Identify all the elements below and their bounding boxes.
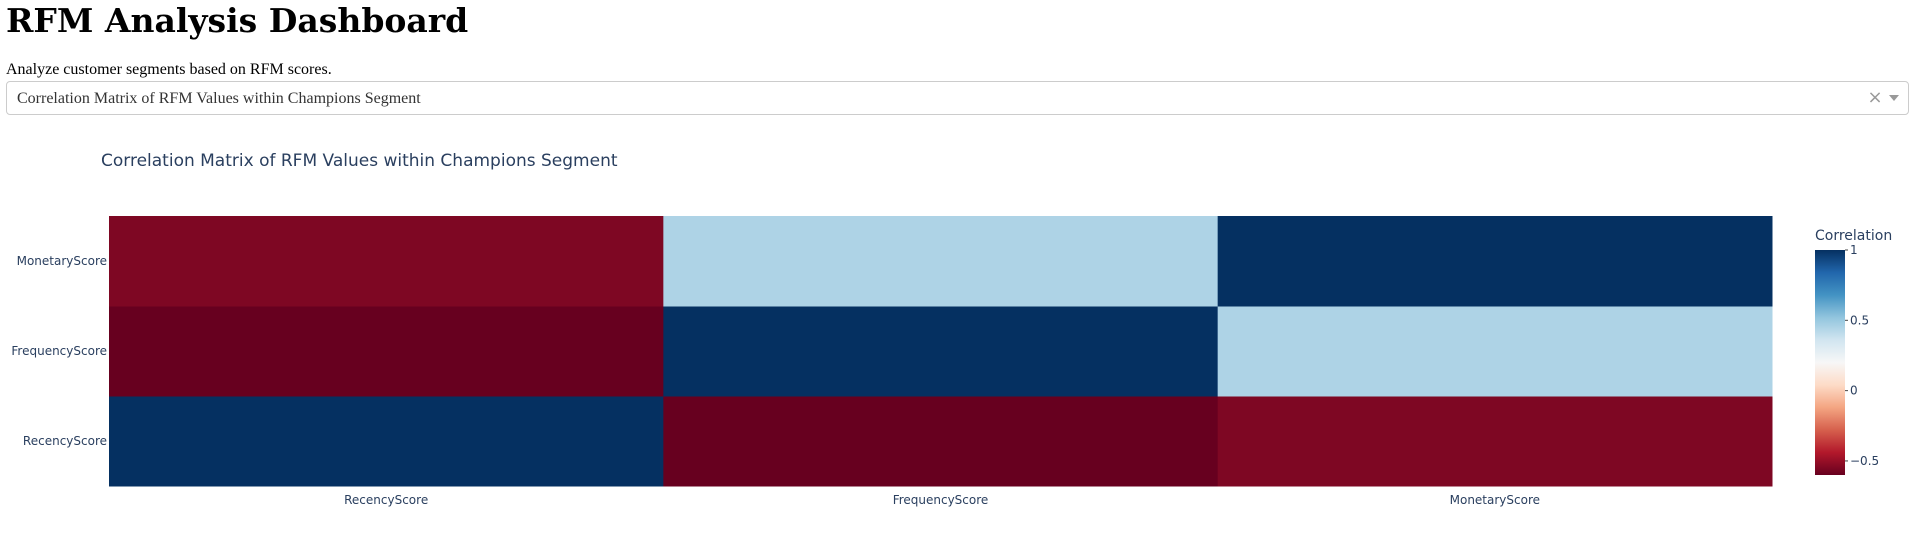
heatmap-cell-MonetaryScore-RecencyScore: [109, 216, 664, 307]
heatmap-cell-FrequencyScore-RecencyScore: [109, 306, 664, 397]
colorbar-tick-label: −0.5: [1850, 454, 1879, 468]
y-tick-label: FrequencyScore: [11, 344, 107, 358]
colorbar: [1815, 250, 1845, 475]
clear-icon[interactable]: ×: [1867, 87, 1883, 108]
heatmap-cell-FrequencyScore-FrequencyScore: [663, 306, 1219, 397]
y-tick-label: MonetaryScore: [17, 254, 107, 268]
x-tick-label: RecencyScore: [344, 493, 428, 507]
heatmap-cell-FrequencyScore-MonetaryScore: [1217, 306, 1773, 397]
heatmap-svg: Correlation Matrix of RFM Values within …: [11, 151, 1892, 507]
page-title: RFM Analysis Dashboard: [6, 1, 469, 40]
heatmap-cell-RecencyScore-MonetaryScore: [1217, 396, 1773, 487]
colorbar-tick-labels: 1 0.5 0 −0.5: [1845, 243, 1879, 468]
heatmap-cell-RecencyScore-RecencyScore: [109, 396, 664, 487]
dropdown-selected-value: Correlation Matrix of RFM Values within …: [17, 90, 421, 107]
x-tick-label: MonetaryScore: [1450, 493, 1540, 507]
heatmap-cell-MonetaryScore-MonetaryScore: [1217, 216, 1773, 307]
colorbar-tick-label: 0: [1850, 384, 1858, 398]
chevron-down-icon[interactable]: [1886, 90, 1902, 106]
y-tick-label: RecencyScore: [23, 434, 107, 448]
y-axis-tick-labels: RecencyScore FrequencyScore MonetaryScore: [11, 254, 107, 448]
x-axis-tick-labels: RecencyScore FrequencyScore MonetaryScore: [344, 493, 1540, 507]
page-description: Analyze customer segments based on RFM s…: [6, 61, 332, 78]
colorbar-tick-label: 1: [1850, 243, 1858, 257]
heatmap-cells: [109, 216, 1773, 487]
chart-title: Correlation Matrix of RFM Values within …: [101, 151, 618, 171]
heatmap-chart: Correlation Matrix of RFM Values within …: [0, 130, 1917, 530]
colorbar-tick-label: 0.5: [1850, 313, 1869, 327]
heatmap-cell-MonetaryScore-FrequencyScore: [663, 216, 1219, 307]
x-tick-label: FrequencyScore: [893, 493, 989, 507]
heatmap-cell-RecencyScore-FrequencyScore: [663, 396, 1219, 487]
colorbar-title: Correlation: [1815, 228, 1892, 244]
chart-select-dropdown[interactable]: Correlation Matrix of RFM Values within …: [6, 81, 1909, 115]
